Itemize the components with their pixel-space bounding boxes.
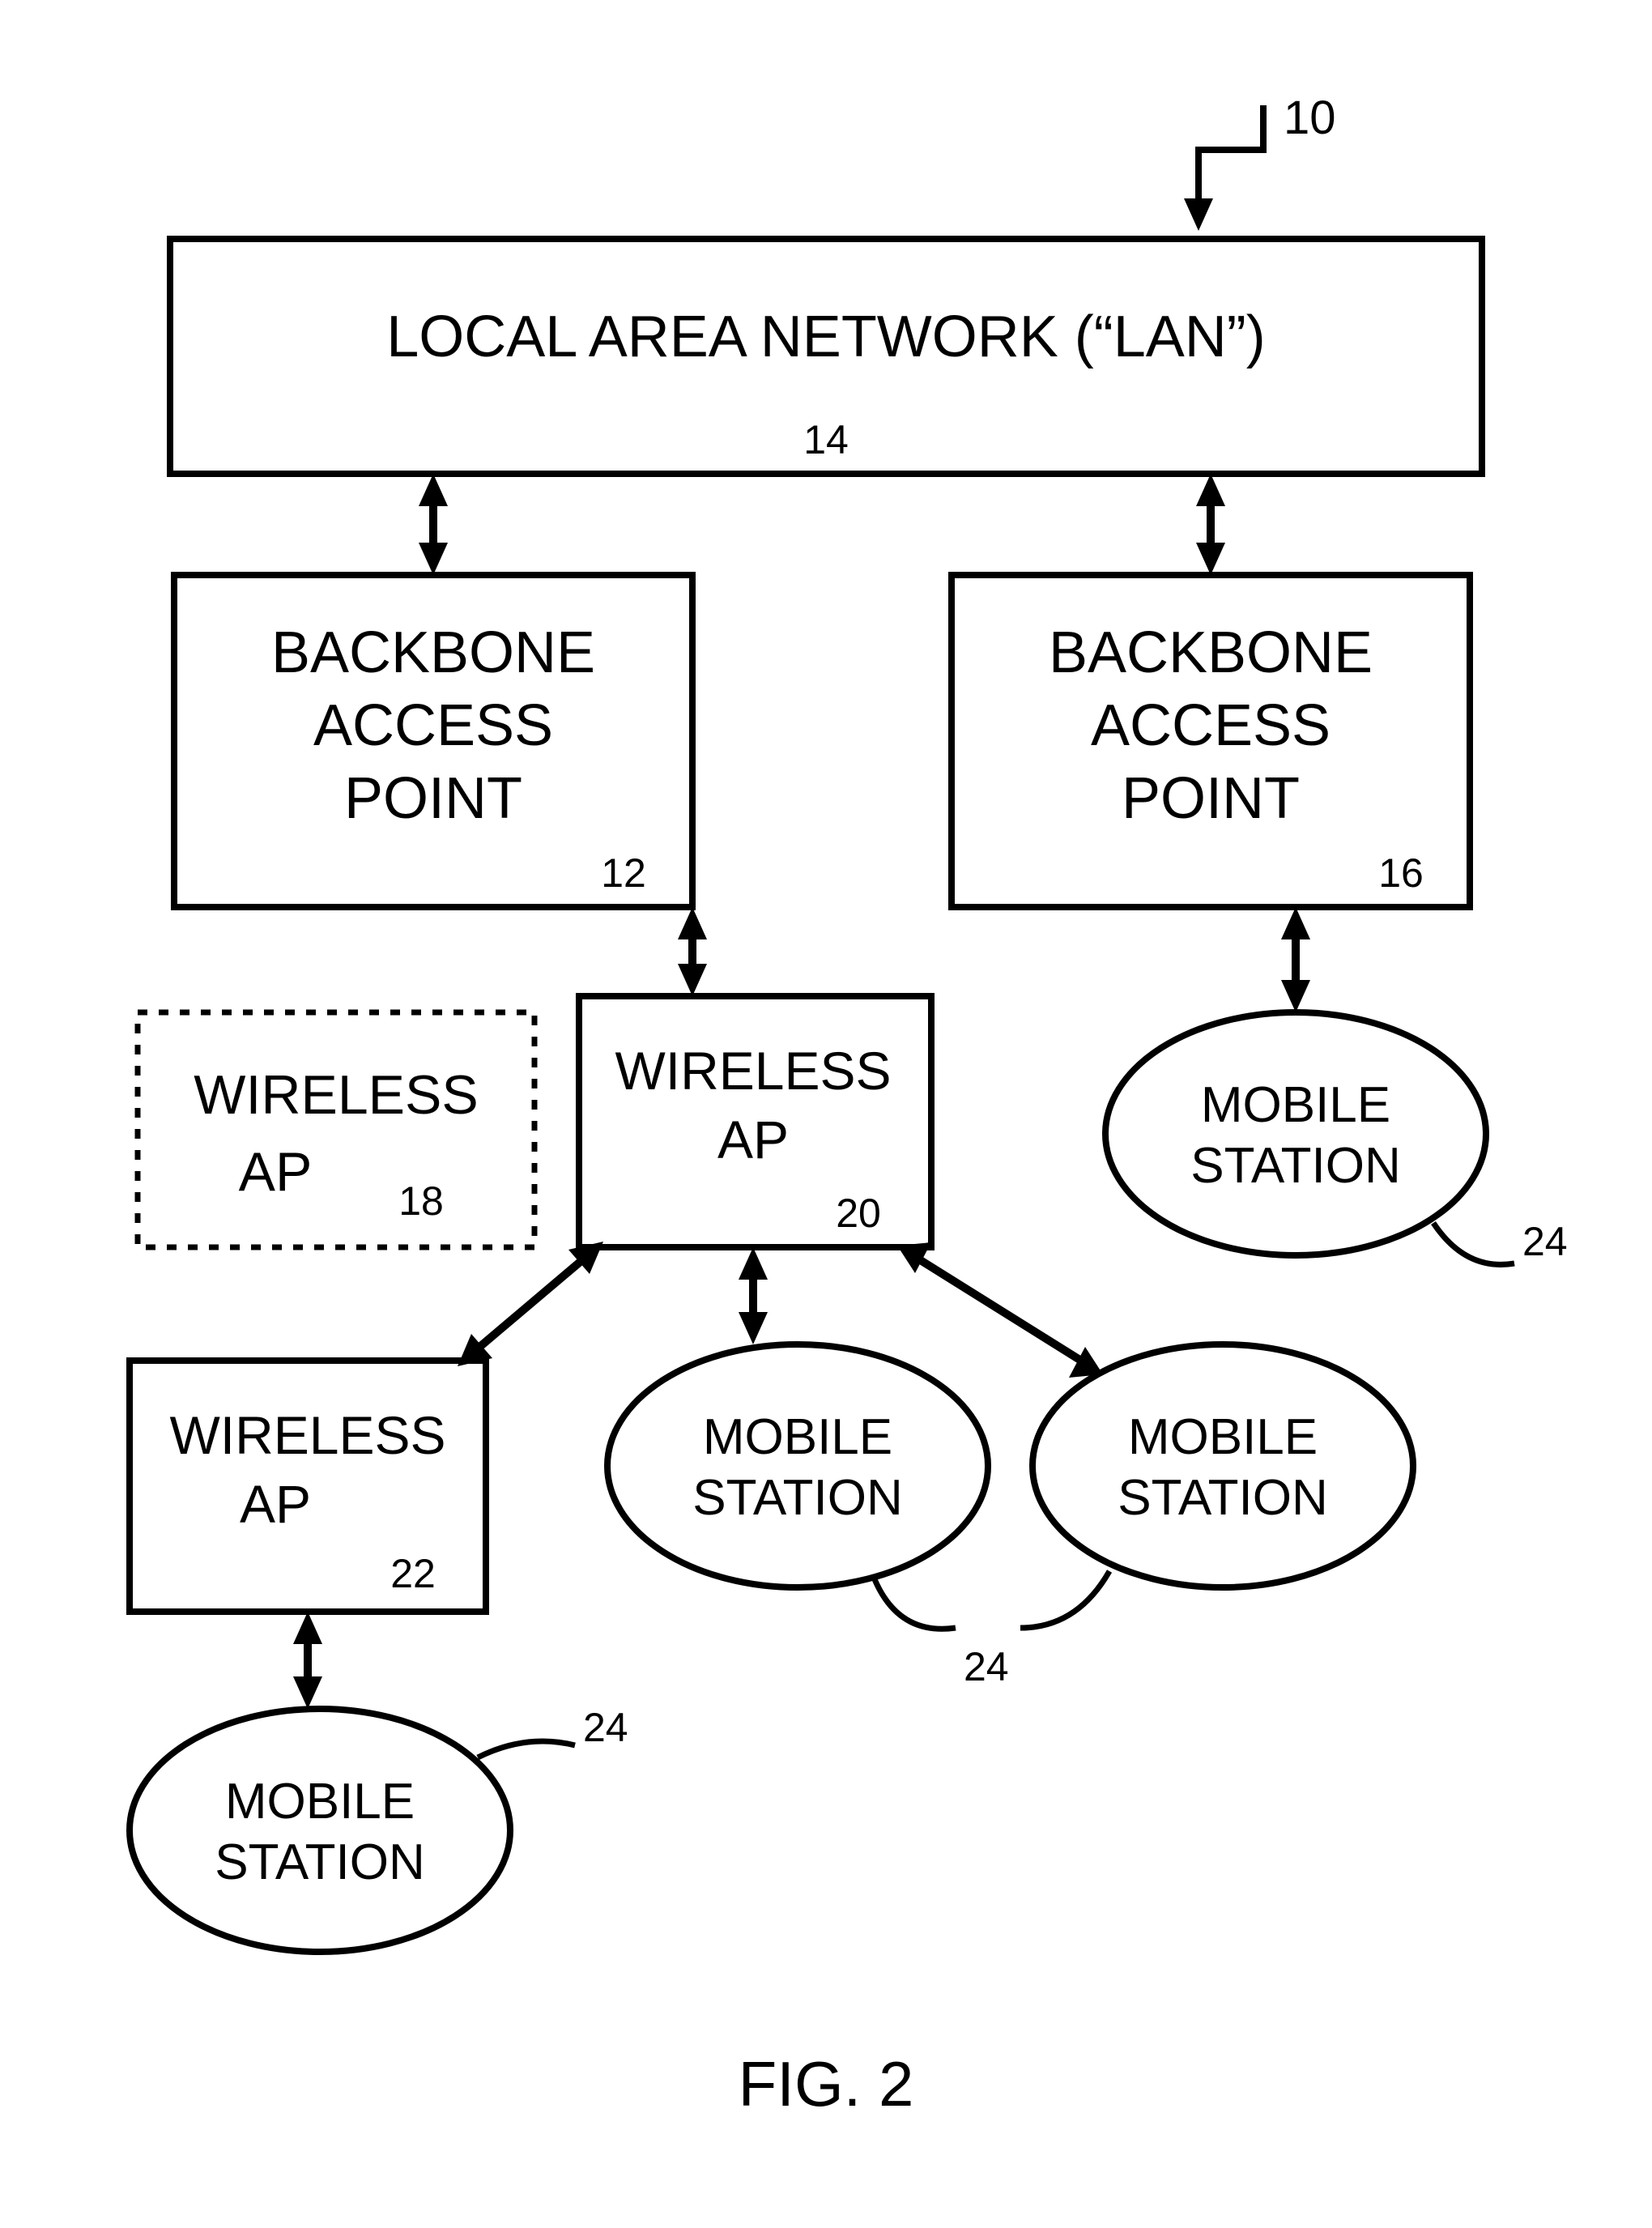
wap22-line1: WIRELESS [169,1405,445,1465]
arrow-wap22-msb [293,1612,322,1709]
bap-right-line3: POINT [1122,766,1300,831]
wireless-ap-22: WIRELESS AP 22 [130,1361,486,1612]
figure-caption: FIG. 2 [739,2048,914,2119]
mobile-station-mid-left: MOBILE STATION [607,1344,988,1587]
lan-title: LOCAL AREA NETWORK (“LAN”) [386,305,1266,369]
ms-mr-line1: MOBILE [1128,1409,1318,1465]
wap18-line1: WIRELESS [194,1064,478,1126]
wap18-line2: AP [239,1141,313,1203]
backbone-ap-right: BACKBONE ACCESS POINT 16 [952,575,1470,907]
ms-tr-line2: STATION [1190,1138,1400,1194]
bap-right-num: 16 [1378,850,1424,896]
bap-left-line1: BACKBONE [271,620,595,685]
wap18-num: 18 [398,1178,444,1224]
arrow-lan-bap-left [419,474,448,575]
bap-left-line3: POINT [344,766,522,831]
figure-ref-arrow [1184,105,1263,231]
ms-tr-leader [1433,1223,1514,1264]
mobile-station-top-right: MOBILE STATION [1105,1012,1486,1255]
wap20-line1: WIRELESS [615,1041,891,1101]
bap-right-line2: ACCESS [1091,693,1331,758]
ms-tr-line1: MOBILE [1201,1077,1390,1133]
arrow-wap20-wap22 [458,1242,603,1366]
ms-mid-num: 24 [964,1644,1009,1689]
arrow-wap20-msmr [897,1242,1103,1378]
wireless-ap-18: WIRELESS AP 18 [138,1012,534,1247]
arrow-bapright-ms [1281,907,1310,1012]
wap20-line2: AP [717,1110,789,1169]
ms-b-line1: MOBILE [225,1774,415,1830]
wap22-line2: AP [240,1474,311,1534]
ms-b-num: 24 [583,1705,628,1750]
bap-left-line2: ACCESS [313,693,553,758]
mobile-station-bottom: MOBILE STATION [130,1709,510,1952]
ms-mr-leader [1020,1571,1109,1628]
arrow-bapleft-wap20 [678,907,707,996]
arrow-lan-bap-right [1196,474,1225,575]
ms-ml-line2: STATION [692,1470,902,1526]
lan-num: 14 [803,417,849,462]
ms-ml-leader [875,1579,956,1629]
figure-ref-label: 10 [1284,92,1336,144]
lan-box: LOCAL AREA NETWORK (“LAN”) 14 [170,239,1482,474]
ms-ml-line1: MOBILE [703,1409,892,1465]
bap-left-num: 12 [601,850,646,896]
arrow-wap20-msml [739,1247,768,1344]
backbone-ap-left: BACKBONE ACCESS POINT 12 [174,575,692,907]
ms-tr-num: 24 [1522,1219,1568,1264]
diagram-canvas: 10 LOCAL AREA NETWORK (“LAN”) 14 BACKBON… [0,0,1652,2228]
wireless-ap-20: WIRELESS AP 20 [579,996,931,1247]
mobile-station-mid-right: MOBILE STATION [1032,1344,1413,1587]
wap22-num: 22 [390,1551,436,1596]
ms-mr-line2: STATION [1118,1470,1327,1526]
bap-right-line1: BACKBONE [1049,620,1373,685]
wap20-num: 20 [836,1191,881,1236]
ms-b-line2: STATION [215,1834,424,1890]
ms-b-leader [478,1741,575,1757]
